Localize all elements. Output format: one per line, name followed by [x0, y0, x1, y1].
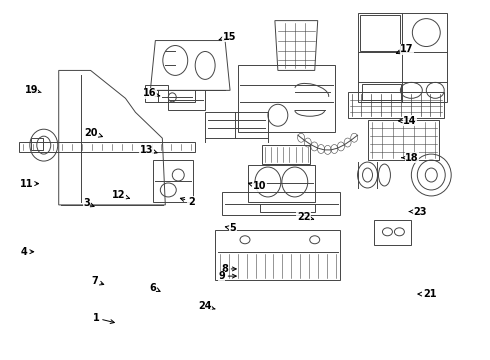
Text: 12: 12 — [112, 190, 129, 200]
Text: 9: 9 — [218, 271, 236, 281]
Text: 14: 14 — [398, 116, 416, 126]
Text: 8: 8 — [221, 264, 236, 274]
Text: 10: 10 — [248, 181, 267, 192]
Text: 7: 7 — [91, 276, 104, 286]
Text: 11: 11 — [20, 179, 39, 189]
Text: 15: 15 — [219, 32, 236, 41]
Bar — [360, 15, 400, 50]
Text: 22: 22 — [297, 212, 314, 221]
Text: 6: 6 — [149, 283, 160, 293]
Text: 23: 23 — [409, 207, 426, 217]
Text: 13: 13 — [140, 144, 157, 154]
Text: 3: 3 — [83, 198, 94, 208]
Text: 19: 19 — [24, 85, 41, 95]
Bar — [260, 204, 315, 212]
Text: 4: 4 — [21, 247, 34, 257]
Text: 21: 21 — [418, 289, 436, 299]
Text: 18: 18 — [402, 153, 419, 163]
Text: 24: 24 — [198, 301, 215, 311]
Text: 1: 1 — [93, 313, 114, 324]
Bar — [362, 84, 401, 100]
Text: 5: 5 — [225, 224, 236, 233]
Text: 2: 2 — [180, 197, 195, 207]
Text: 17: 17 — [396, 44, 414, 54]
Text: 20: 20 — [84, 128, 102, 138]
Text: 16: 16 — [143, 88, 160, 98]
